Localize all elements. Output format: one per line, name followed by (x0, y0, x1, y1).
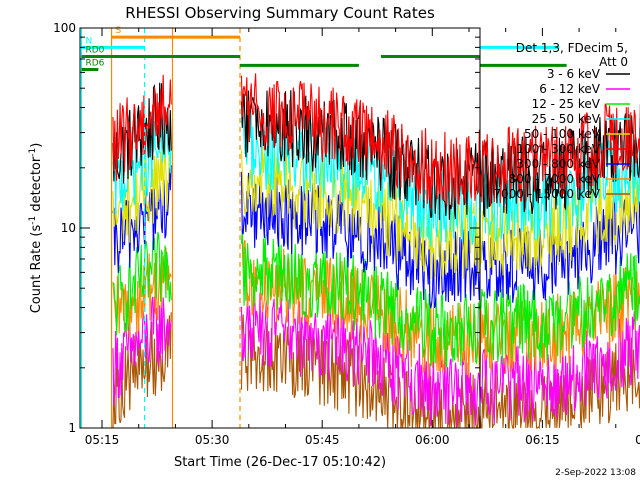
series-trace-12-25-kev-seg1 (240, 229, 640, 368)
legend-label-7000-15000-kev: 7000 - 15000 keV (493, 187, 600, 201)
flag-label-rd6: RD6 (85, 59, 104, 69)
x-tick-label-06:15: 06:15 (525, 433, 560, 447)
series-trace-7000-15000-kev-seg1 (240, 314, 640, 430)
legend-label-50-100-kev: 50 - 100 keV (524, 127, 601, 141)
x-tick-label-05:15: 05:15 (85, 433, 120, 447)
x-axis-label: Start Time (26-Dec-17 05:10:42) (174, 455, 386, 470)
plot-data-layer (112, 73, 640, 430)
flag-label-s: S (116, 26, 122, 36)
series-trace-12-25-kev-seg0 (112, 231, 172, 336)
legend-label-6-12-kev: 6 - 12 keV (539, 82, 601, 96)
series-trace-7000-15000-kev-seg0 (112, 312, 172, 428)
series-trace-6-12-kev-seg1 (240, 292, 640, 427)
x-tick-label-05:30: 05:30 (195, 433, 230, 447)
legend-label-25-50-kev: 25 - 50 keV (532, 112, 601, 126)
y-label-mid: detector (29, 156, 44, 216)
flag-label-rd0: RD0 (85, 46, 104, 56)
y-label-sup2: -1 (28, 148, 38, 157)
legend-label-3-6-kev: 3 - 6 keV (547, 67, 601, 81)
series-trace-300-800-kev-seg0 (112, 165, 172, 273)
y-label-end: ) (29, 143, 44, 148)
series-trace-25-50-kev-seg0 (112, 111, 172, 215)
footer-date: 2-Sep-2022 13:08 (555, 468, 636, 478)
x-tick-label-06:00: 06:00 (415, 433, 450, 447)
y-tick-label-100: 100 (53, 21, 76, 35)
series-trace-100-300-kev-seg0 (112, 74, 172, 181)
series-trace-100-300-kev-seg1 (240, 73, 640, 209)
x-tick-label-06:30: 06:30 (635, 433, 640, 447)
y-tick-label-10: 10 (61, 221, 76, 235)
y-axis-label: Count Rate (s-1 detector-1) (28, 143, 44, 314)
legend-label-300-800-kev: 300 - 800 keV (516, 157, 600, 171)
y-tick-label-1: 1 (68, 421, 76, 435)
y-label-sup1: -1 (28, 216, 38, 225)
y-axis-ticks: 1 10 100 (53, 21, 480, 435)
legend-label-800-7000-kev: 800 - 7000 keV (509, 172, 601, 186)
x-tick-label-05:45: 05:45 (305, 433, 340, 447)
legend-label-100-300-kev: 100 - 300 keV (516, 142, 600, 156)
chart-title: RHESSI Observing Summary Count Rates (125, 4, 435, 22)
series-7000-15000-kev (112, 312, 640, 430)
legend-header-line1: Det 1,3, FDecim 5, (516, 41, 628, 55)
flag-label-n: N (85, 36, 92, 46)
series-12-25-kev (112, 229, 640, 368)
series-100-300-kev (112, 73, 640, 209)
legend-header-line2: Att 0 (599, 55, 628, 69)
legend-label-12-25-kev: 12 - 25 keV (532, 97, 601, 111)
y-label-main: Count Rate (s (29, 225, 44, 314)
